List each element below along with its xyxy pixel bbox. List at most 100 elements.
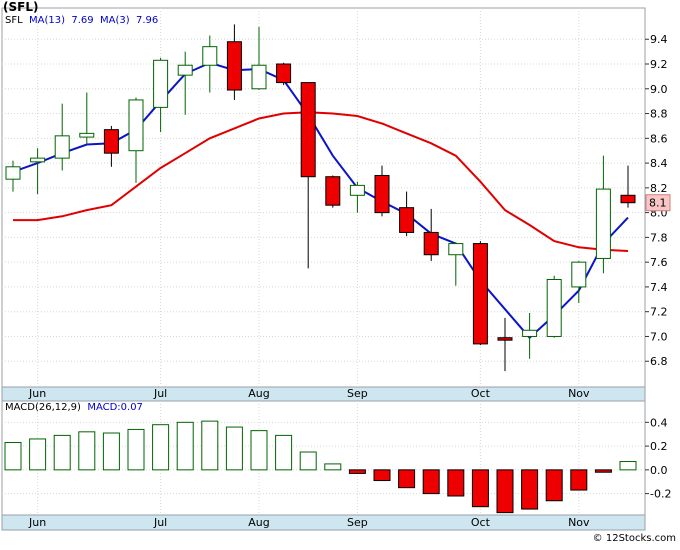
candle	[349, 181, 365, 213]
candle-body	[79, 132, 95, 138]
candle	[128, 97, 144, 183]
grid-layer	[1, 7, 646, 531]
candle-body	[226, 41, 242, 91]
current-price-box	[645, 194, 671, 212]
macd-bar	[348, 469, 366, 474]
macd-bar	[447, 469, 465, 497]
macd-bar	[619, 461, 637, 471]
candle	[497, 317, 513, 372]
price-legend: SFL MA(13) 7.69 MA(3) 7.96	[5, 15, 158, 26]
candle-body	[325, 176, 341, 206]
current-price-label: 8.1	[649, 197, 667, 210]
macd-bar	[29, 438, 47, 471]
candle-body	[153, 59, 169, 108]
macd-bar	[373, 469, 391, 482]
candle-body	[251, 64, 267, 90]
macd-bar	[225, 426, 243, 471]
macd-bar	[102, 432, 120, 471]
candle	[595, 155, 611, 274]
label-layer: Jun Jun Jul Jul Aug Aug Sep Sep Oct Oct Nov Nov 8.1	[28, 194, 671, 529]
axis-layer: 9.49.29.08.88.68.48.28.07.87.67.47.27.06…	[645, 33, 671, 501]
candle-body	[5, 166, 21, 180]
price-month-label: Aug	[248, 387, 269, 400]
candle-body	[128, 99, 144, 152]
macd-title: MACD(26,12,9)	[5, 402, 81, 413]
macd-month-label: Aug	[248, 516, 269, 529]
macd-bar	[594, 469, 612, 473]
price-tick-label: 8.4	[650, 157, 668, 170]
macd-panel-frame	[1, 400, 646, 531]
candle-body	[522, 329, 538, 337]
macd-bar	[471, 469, 489, 508]
candle	[374, 165, 390, 217]
candle-body	[103, 129, 119, 154]
candle	[448, 242, 464, 286]
price-month-label: Jul	[153, 387, 167, 400]
macd-legend: MACD(26,12,9) MACD:0.07	[5, 402, 143, 413]
candle-body	[571, 261, 587, 288]
candle-body	[374, 174, 390, 214]
macd-bar	[176, 421, 194, 471]
macd-tick-label: -0.2	[650, 488, 671, 501]
legend-ma-short-label: MA(3)	[100, 15, 130, 26]
price-tick-label: 9.4	[650, 33, 668, 46]
candle	[54, 103, 70, 171]
candle	[202, 35, 218, 93]
macd-bar	[324, 463, 342, 471]
candle-body	[30, 157, 46, 163]
candle	[472, 241, 488, 346]
macd-bar	[496, 469, 514, 514]
candle	[300, 82, 316, 269]
candle-body	[349, 184, 365, 196]
candle	[423, 208, 439, 261]
legend-ma-long-value: 7.69	[71, 15, 94, 26]
price-month-label: Nov	[568, 387, 590, 400]
candle	[30, 148, 46, 195]
macd-tick-label: 0.4	[650, 416, 668, 429]
macd-bar	[299, 451, 317, 471]
macd-date-strip	[1, 514, 646, 531]
price-tick-label: 7.6	[650, 256, 668, 269]
price-month-label: Oct	[471, 387, 491, 400]
price-tick-label: 8.6	[650, 132, 668, 145]
candle-body	[497, 337, 513, 341]
candle-body	[423, 231, 439, 256]
macd-month-label: Jun	[28, 516, 46, 529]
legend-ma-short-value: 7.96	[136, 15, 159, 26]
ma13-line	[13, 111, 629, 252]
price-date-strip	[1, 386, 646, 402]
price-tick-label: 7.8	[650, 231, 668, 244]
candle	[153, 57, 169, 133]
macd-bar	[78, 431, 96, 471]
price-month-label: Jun	[28, 387, 46, 400]
candle-body	[177, 64, 193, 76]
legend-ma-long-label: MA(13)	[29, 15, 66, 26]
macd-bar	[545, 469, 563, 502]
candle-body	[399, 207, 415, 233]
candle	[546, 275, 562, 338]
macd-bar	[152, 424, 170, 471]
candle-body	[276, 63, 292, 84]
price-tick-label: 9.2	[650, 58, 668, 71]
candle	[325, 175, 341, 208]
candle-body	[54, 135, 70, 159]
macd-bar	[4, 442, 22, 471]
macd-value-label: MACD:0.07	[87, 402, 143, 413]
candle-body	[300, 82, 316, 178]
macd-bar	[53, 434, 71, 471]
candle	[620, 165, 636, 208]
macd-month-label: Nov	[568, 516, 590, 529]
macd-bar	[422, 469, 440, 495]
candle	[177, 51, 193, 115]
candle	[522, 312, 538, 359]
candle-body	[595, 188, 611, 259]
candle	[399, 191, 415, 237]
candle	[103, 125, 119, 167]
price-tick-label: 7.0	[650, 330, 668, 343]
macd-month-label: Sep	[347, 516, 368, 529]
macd-bar	[250, 430, 268, 471]
macd-bar	[275, 434, 293, 471]
macd-layer	[4, 420, 637, 514]
